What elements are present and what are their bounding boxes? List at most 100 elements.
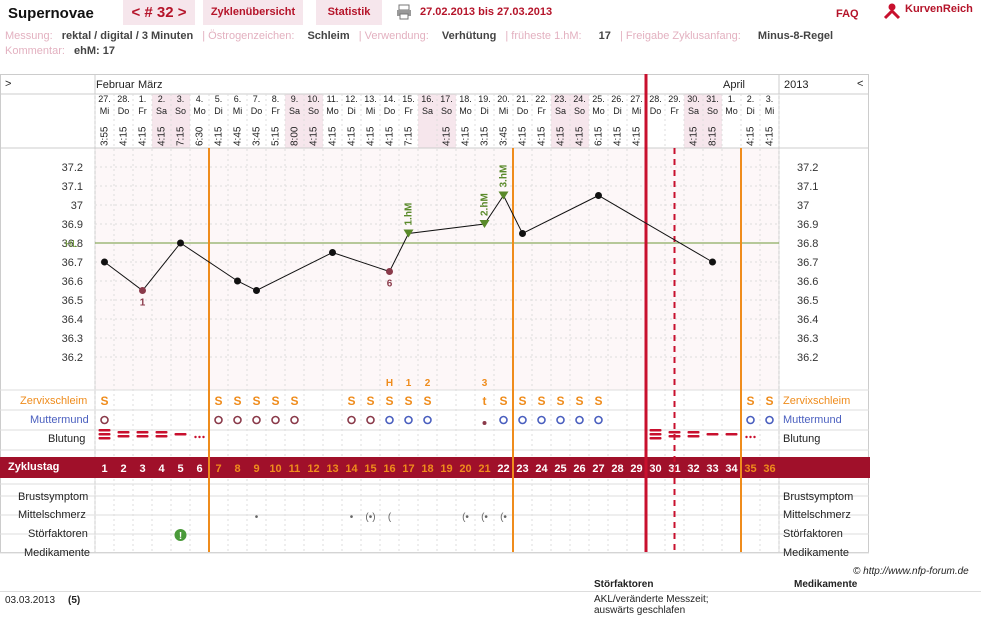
hm-label: 3.hM <box>499 165 510 188</box>
kommentar-value: ehM: 17 <box>73 45 115 57</box>
y-tick-label-right: 37.2 <box>797 162 818 174</box>
fhm-label: früheste 1.hM: <box>511 30 582 42</box>
muttermund-symbol <box>233 415 242 425</box>
muttermund-symbol <box>575 415 584 425</box>
blutung-dot <box>745 435 748 439</box>
cycle-day-number: 30 <box>649 463 661 475</box>
time-label: 4:15 <box>442 126 453 146</box>
copyright: © http://www.nfp-forum.de <box>853 566 969 577</box>
y-tick-label-right: 36.9 <box>797 219 818 231</box>
blutung-bar <box>649 433 662 436</box>
weekday-label: So <box>707 106 718 116</box>
tab-statistik[interactable]: Statistik <box>316 0 382 25</box>
tab-zyklenuebersicht[interactable]: Zyklenübersicht <box>203 0 303 25</box>
cycle-day-number: 7 <box>215 463 221 475</box>
weekend-shade <box>304 94 323 148</box>
cycle-day-number: 12 <box>307 463 319 475</box>
cycle-day-number: 5 <box>177 463 183 475</box>
faq-link[interactable]: FAQ <box>836 8 859 20</box>
hm-triangle-point <box>479 220 490 228</box>
date-range: 27.02.2013 bis 27.03.2013 <box>420 6 553 18</box>
hl-label: HL <box>65 239 78 250</box>
year-label: 2013 <box>784 79 809 91</box>
weekday-label: Sa <box>555 106 566 116</box>
cycle-day-number: 26 <box>573 463 585 475</box>
chart-prev-button[interactable]: > <box>5 78 12 90</box>
cycle-day-number: 13 <box>326 463 338 475</box>
kommentar-label: Kommentar: <box>5 45 65 57</box>
excluded-temp-note: 1 <box>140 298 146 309</box>
row-label-brust-right: Brustsymptom <box>783 491 854 503</box>
date-label: 6. <box>234 94 242 104</box>
y-tick-label-left: 37.1 <box>62 181 83 193</box>
date-label: 27. <box>98 94 111 104</box>
excluded-temp-point <box>386 268 393 275</box>
time-label: 8:00 <box>290 126 301 146</box>
date-label: 14. <box>383 94 396 104</box>
cycle-day-number: 22 <box>497 463 509 475</box>
peak-mark: 2 <box>425 378 431 389</box>
row-label-brust-left: Brustsymptom <box>18 491 89 503</box>
cycle-day-number: 36 <box>763 463 775 475</box>
time-label: 4:15 <box>765 126 776 146</box>
messung-label: Messung: <box>5 30 53 42</box>
weekday-label: So <box>175 106 186 116</box>
blutung-bar <box>687 431 700 434</box>
cycle-day-number: 11 <box>289 463 301 475</box>
zervix-symbol: S <box>537 394 545 408</box>
time-label: 4:15 <box>366 126 377 146</box>
y-tick-label-left: 36.7 <box>62 257 83 269</box>
time-label: 7:15 <box>404 126 415 146</box>
date-label: 1. <box>139 94 147 104</box>
printer-icon[interactable] <box>396 4 412 20</box>
blutung-bar <box>174 433 187 436</box>
date-label: 29. <box>668 94 681 104</box>
date-label: 17. <box>440 94 453 104</box>
time-label: 4:15 <box>214 126 225 146</box>
excluded-temp-point <box>139 287 146 294</box>
time-label: 4:15 <box>385 126 396 146</box>
y-tick-label-right: 36.5 <box>797 295 818 307</box>
date-label: 3. <box>766 94 774 104</box>
y-tick-label-left: 36.2 <box>62 352 83 364</box>
weekday-label: Sa <box>422 106 433 116</box>
weekday-label: Mi <box>632 106 642 116</box>
time-label: 3:45 <box>499 126 510 146</box>
zervix-symbol: S <box>347 394 355 408</box>
blutung-bar <box>98 437 111 440</box>
cycle-day-number: 19 <box>440 463 452 475</box>
muttermund-symbol <box>290 415 299 425</box>
time-label: 3:45 <box>252 126 263 146</box>
date-label: 13. <box>364 94 377 104</box>
date-label: 3. <box>177 94 185 104</box>
weekend-shade <box>703 94 722 148</box>
date-label: 31. <box>706 94 719 104</box>
kurvenreich-link[interactable]: KurvenReich <box>905 3 973 15</box>
muttermund-symbol <box>765 415 774 425</box>
date-label: 5. <box>215 94 223 104</box>
time-label: 4:15 <box>461 126 472 146</box>
date-label: 1. <box>728 94 736 104</box>
temp-point <box>253 287 260 294</box>
muttermund-symbol <box>594 415 603 425</box>
zervix-symbol: S <box>499 394 507 408</box>
cycle-day-number: 21 <box>478 463 490 475</box>
mittelschmerz-mark: (•) <box>365 512 375 523</box>
row-label-muttermund-left: Muttermund <box>30 414 89 426</box>
hm-triangle-point <box>403 229 414 238</box>
blutung-bar <box>98 429 111 432</box>
date-label: 10. <box>307 94 320 104</box>
time-label: 7:15 <box>176 126 187 146</box>
blutung-bar <box>155 435 168 438</box>
cycle-day-number: 18 <box>421 463 433 475</box>
cycle-nav-tab[interactable]: < # 32 > <box>123 0 195 25</box>
muttermund-symbol <box>214 415 223 425</box>
blutung-bar <box>668 435 681 438</box>
footer-divider <box>0 591 981 592</box>
chart-next-button[interactable]: < <box>857 78 864 90</box>
weekday-label: Do <box>118 106 130 116</box>
weekday-label: Di <box>613 106 622 116</box>
row-label-zervix-right: Zervixschleim <box>783 395 851 407</box>
cycle-day-number: 8 <box>234 463 240 475</box>
hm-triangle-point <box>498 191 509 200</box>
